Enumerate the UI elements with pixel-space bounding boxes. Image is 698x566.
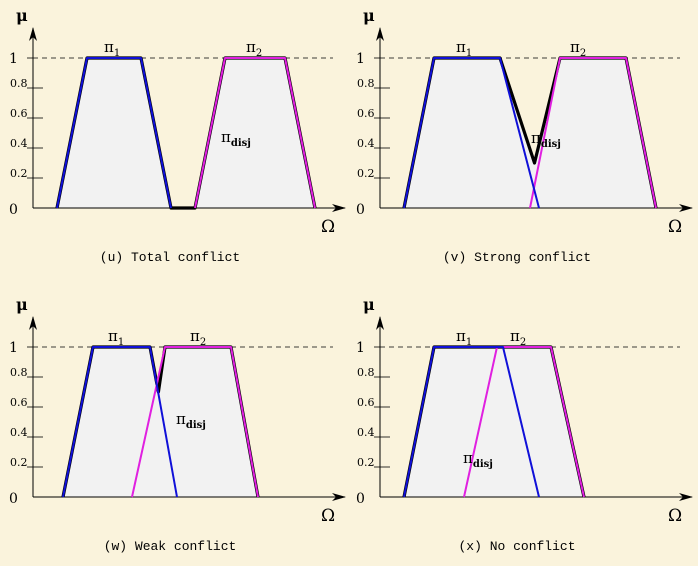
y-tick-label: 0.6: [357, 107, 375, 120]
y-tick-label: 0.8: [357, 366, 375, 379]
panel-caption: (u) Total conflict: [100, 250, 240, 265]
disj-area: [63, 347, 258, 497]
y-tick-label: 0.4: [357, 426, 375, 439]
y-zero-label: 0: [356, 202, 365, 218]
panel-4: 0.8 0.6 0.4 0.2 1 0 μ Ωπ1 π2 πdisj (x) No conflict: [356, 295, 693, 554]
panel-caption: (x) No conflict: [458, 539, 575, 554]
pi2-label: π2: [190, 327, 206, 348]
y-tick-label: 0.8: [10, 77, 28, 90]
disj-label: πdisj: [221, 128, 251, 149]
pi2-curve: [463, 346, 585, 498]
panel-3: 0.8 0.6 0.4 0.2 1 0 μ Ωπ1 π2 πdisj (w) Weak confli…: [9, 295, 346, 554]
y-tick-label: 0.2: [10, 456, 28, 469]
disj-area: [57, 58, 315, 208]
y-tick-label: 0.6: [10, 396, 28, 409]
pi1-label: π1: [456, 38, 472, 59]
mu-symbol: μ: [363, 295, 375, 314]
mu-symbol: μ: [16, 295, 28, 314]
mu-symbol: μ: [16, 6, 28, 25]
panel-caption: (v) Strong conflict: [443, 250, 591, 265]
y-one-label: 1: [9, 51, 18, 67]
omega-symbol: Ω: [321, 506, 335, 526]
omega-symbol: Ω: [321, 217, 335, 237]
panel-caption: (w) Weak conflict: [104, 539, 237, 554]
y-tick-label: 0.6: [10, 107, 28, 120]
pi1-label: π1: [108, 327, 124, 348]
pi1-curve: [403, 346, 540, 498]
omega-symbol: Ω: [668, 506, 682, 526]
pi1-curve: [403, 57, 540, 209]
pi1-label: π1: [456, 327, 472, 348]
pi1-label: π1: [104, 38, 120, 59]
y-tick-label: 0.2: [357, 456, 375, 469]
disj-label: πdisj: [176, 410, 206, 431]
disj-area: [404, 58, 656, 208]
omega-symbol: Ω: [668, 217, 682, 237]
y-one-label: 1: [356, 51, 365, 67]
y-one-label: 1: [356, 340, 365, 356]
y-tick-label: 0.4: [357, 137, 375, 150]
y-tick-label: 0.4: [10, 426, 28, 439]
y-tick-label: 0.8: [357, 77, 375, 90]
disj-area: [404, 347, 584, 497]
y-tick-label: 0.4: [10, 137, 28, 150]
panel-1: 0.8 0.6 0.4 0.2 1 0 μ Ωπ1 π2 πdisj (u) Total confl…: [9, 6, 346, 265]
y-tick-label: 0.8: [10, 366, 28, 379]
mu-symbol: μ: [363, 6, 375, 25]
y-zero-label: 0: [9, 491, 18, 507]
y-one-label: 1: [9, 340, 18, 356]
y-zero-label: 0: [356, 491, 365, 507]
y-tick-label: 0.2: [357, 167, 375, 180]
pi2-curve: [131, 346, 259, 498]
pi2-label: π2: [510, 327, 526, 348]
pi2-label: π2: [570, 38, 586, 59]
pi1-curve: [56, 57, 172, 209]
y-tick-label: 0.2: [10, 167, 28, 180]
disj-label: πdisj: [463, 449, 493, 470]
pi2-curve: [529, 57, 657, 209]
panel-2: 0.8 0.6 0.4 0.2 1 0 μ Ωπ1 π2 πdisj (v) Strong conf…: [356, 6, 693, 265]
y-zero-label: 0: [9, 202, 18, 218]
pi2-curve: [194, 57, 316, 209]
y-tick-label: 0.6: [357, 396, 375, 409]
disj-label: πdisj: [531, 129, 561, 150]
pi2-label: π2: [246, 38, 262, 59]
pi1-curve: [62, 346, 178, 498]
